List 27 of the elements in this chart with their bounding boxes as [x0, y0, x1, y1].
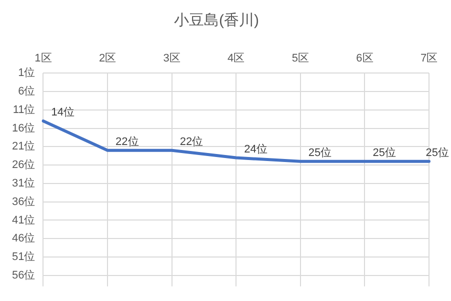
- y-tick-label: 6位: [18, 86, 36, 98]
- x-tick-label: 1区: [34, 52, 52, 65]
- y-tick-label: 21位: [12, 140, 36, 153]
- data-label: 14位: [51, 106, 74, 119]
- data-label: 22位: [116, 136, 139, 148]
- y-tick-label: 46位: [12, 232, 36, 245]
- y-tick-label: 26位: [12, 159, 36, 172]
- x-tick-label: 6区: [356, 52, 374, 65]
- chart-title: 小豆島(香川): [174, 12, 259, 30]
- data-label: 24位: [244, 143, 268, 156]
- x-tick-label: 7区: [420, 52, 438, 65]
- y-tick-label: 36位: [12, 196, 36, 208]
- x-tick-label: 4区: [228, 52, 245, 65]
- y-tick-label: 41位: [12, 214, 36, 226]
- y-tick-label: 1位: [18, 67, 36, 80]
- data-label: 25位: [372, 146, 396, 159]
- y-tick-label: 31位: [12, 178, 36, 190]
- y-tick-label: 11位: [12, 104, 36, 116]
- data-label: 25位: [308, 146, 332, 159]
- x-tick-label: 2区: [98, 52, 116, 65]
- x-tick-label: 3区: [163, 52, 180, 65]
- x-tick-label: 5区: [292, 52, 309, 65]
- y-tick-label: 51位: [12, 251, 36, 264]
- y-tick-label: 16位: [12, 122, 36, 134]
- data-label: 25位: [426, 146, 450, 159]
- data-label: 22位: [180, 136, 204, 148]
- y-tick-label: 56位: [12, 269, 36, 282]
